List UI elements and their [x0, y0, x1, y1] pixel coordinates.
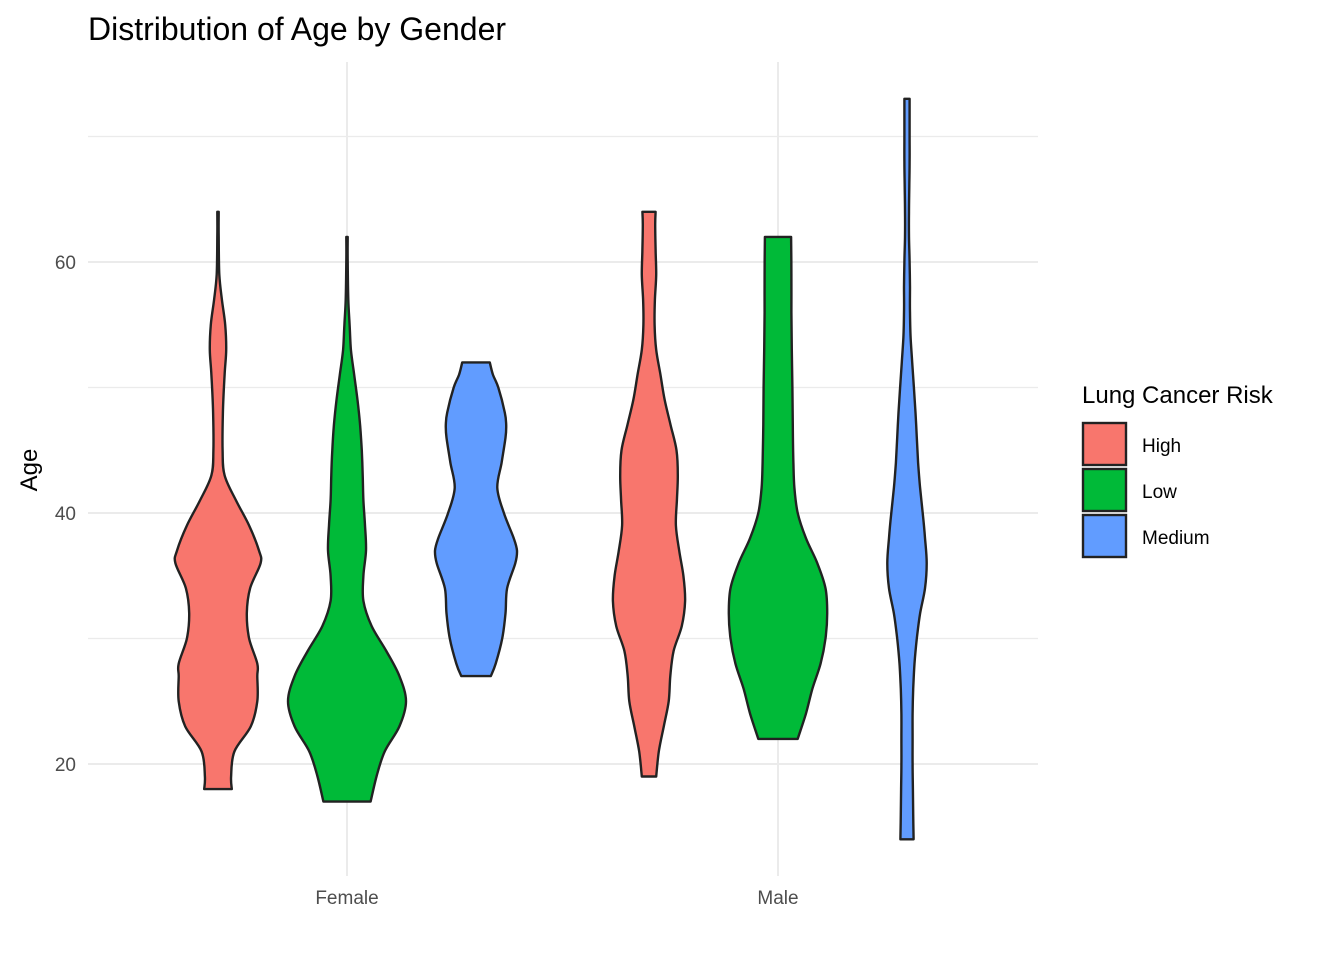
legend-label: Low: [1142, 482, 1177, 503]
legend-title: Lung Cancer Risk: [1082, 382, 1274, 409]
y-axis-title: Age: [16, 449, 43, 492]
x-tick-label: Male: [757, 888, 798, 909]
legend-key-high: [1081, 421, 1128, 467]
violins: [173, 97, 928, 841]
y-tick-label: 60: [55, 253, 76, 274]
y-tick-label: 20: [55, 755, 76, 776]
chart-title: Distribution of Age by Gender: [88, 11, 506, 47]
legend-label: High: [1142, 436, 1181, 457]
violin-medium-male: [886, 97, 928, 841]
x-axis: Female Male: [315, 888, 798, 909]
y-axis: 20 40 60: [55, 253, 76, 776]
legend-key-low: [1081, 467, 1128, 513]
violin-low-male: [727, 235, 829, 741]
legend-key-medium: [1081, 513, 1128, 559]
violin-medium-female: [433, 361, 519, 678]
violin-low-female: [286, 235, 408, 803]
violin-high-female: [173, 210, 263, 791]
x-tick-label: Female: [315, 888, 378, 909]
violin-high-male: [611, 210, 687, 778]
legend-label: Medium: [1142, 528, 1210, 549]
legend: Lung Cancer Risk High Low Medium: [1081, 382, 1274, 559]
y-tick-label: 40: [55, 504, 76, 525]
